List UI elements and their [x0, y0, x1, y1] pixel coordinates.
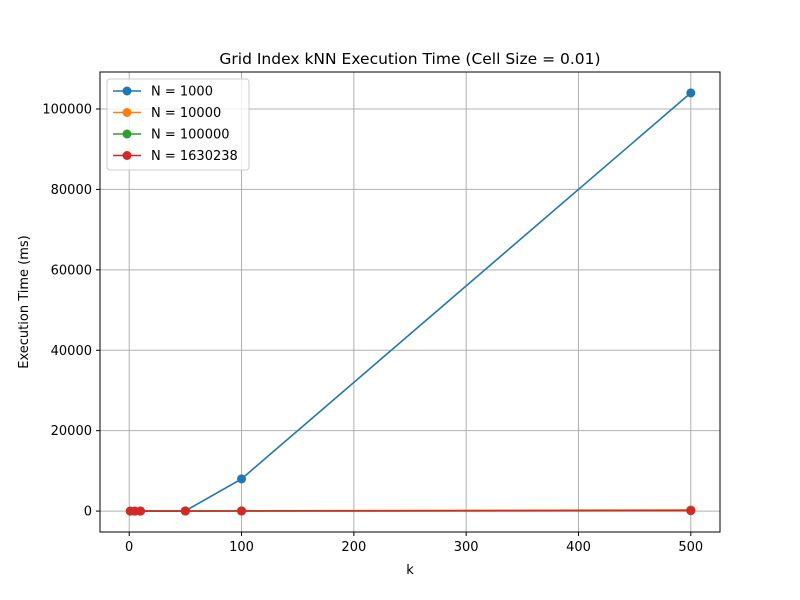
legend-marker — [122, 129, 132, 139]
chart-title: Grid Index kNN Execution Time (Cell Size… — [219, 50, 600, 68]
legend-label: N = 1000 — [151, 85, 213, 100]
legend-item: N = 1000 — [113, 85, 213, 100]
y-tick-label: 100000 — [42, 102, 92, 117]
grid-lines — [100, 72, 720, 532]
series-layer — [125, 88, 696, 516]
y-tick-label: 80000 — [51, 183, 92, 198]
legend-label: N = 1630238 — [151, 149, 238, 164]
y-axis-label: Execution Time (ms) — [17, 235, 32, 368]
x-tick-label: 300 — [454, 540, 479, 555]
legend-marker — [122, 108, 132, 117]
series-4 — [125, 506, 696, 516]
plot-frame — [99, 71, 721, 533]
x-tick-label: 400 — [566, 540, 591, 555]
axis-ticks: 0 100 200 300 400 500 0 20000 40000 60000 80000 100… — [42, 102, 703, 555]
x-tick-label: 0 — [125, 540, 133, 555]
x-axis-label: k — [406, 563, 414, 578]
y-tick-label: 0 — [84, 505, 92, 520]
data-point — [237, 506, 247, 516]
legend-label: N = 10000 — [151, 106, 221, 121]
legend-item: N = 100000 — [113, 128, 230, 143]
x-tick-label: 100 — [229, 540, 254, 555]
legend-marker — [122, 151, 132, 160]
legend-marker — [122, 86, 132, 96]
data-point — [237, 474, 247, 484]
legend: N = 1000 N = 10000 N = 100000 N = 1630238 — [106, 78, 250, 171]
legend-label: N = 100000 — [151, 128, 230, 143]
x-tick-label: 200 — [341, 540, 366, 555]
legend-item: N = 10000 — [113, 106, 221, 121]
data-point — [135, 506, 145, 516]
legend-item: N = 1630238 — [113, 149, 238, 164]
x-tick-label: 500 — [678, 540, 703, 555]
y-tick-label: 20000 — [51, 424, 92, 439]
legend-box — [106, 78, 250, 171]
data-point — [686, 506, 696, 516]
y-tick-label: 60000 — [51, 263, 92, 278]
y-tick-label: 40000 — [51, 344, 92, 359]
data-point — [180, 506, 190, 516]
data-point — [686, 88, 696, 98]
